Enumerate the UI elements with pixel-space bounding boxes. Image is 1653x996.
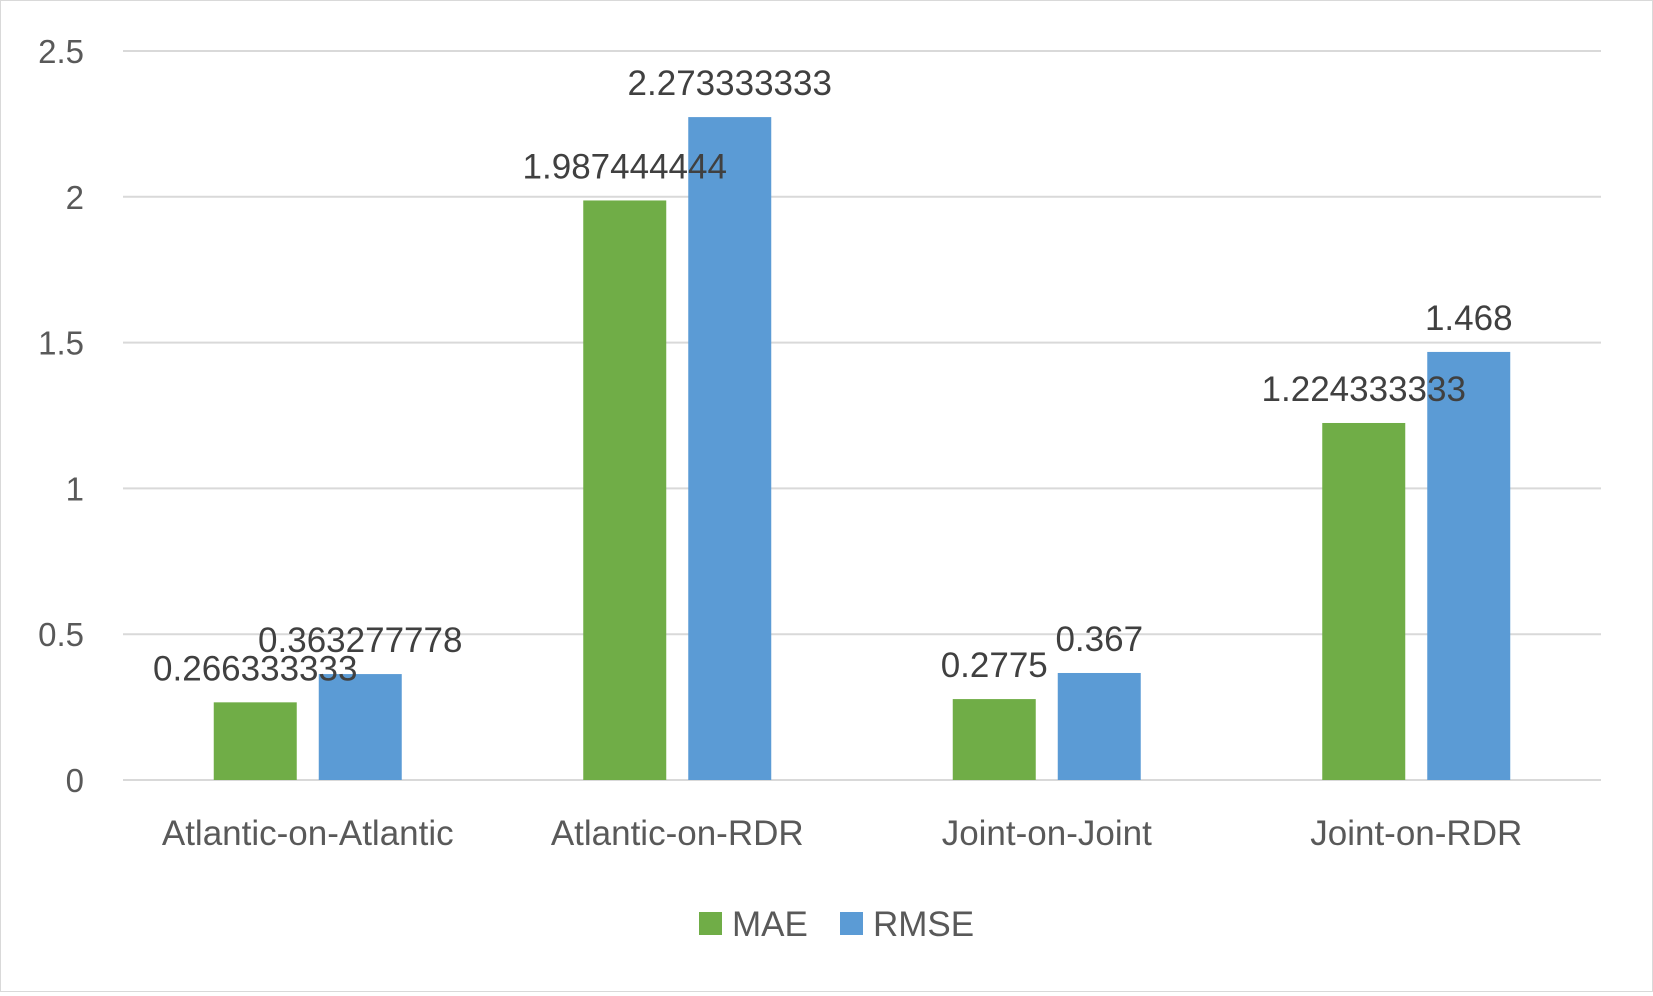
bar-rmse-0	[318, 674, 402, 780]
data-label-rmse-3: 1.468	[1425, 299, 1513, 338]
legend-swatch-mae	[699, 912, 722, 935]
x-category-label: Atlantic-on-Atlantic	[162, 814, 454, 853]
bar-rmse-3	[1427, 351, 1511, 780]
legend: MAE RMSE	[699, 905, 974, 944]
data-label-rmse-0: 0.363277778	[258, 621, 462, 660]
bar-mae-3	[1322, 422, 1406, 780]
y-tick-label: 2.5	[38, 33, 84, 70]
data-label-mae-1: 1.987444444	[523, 147, 727, 186]
legend-swatch-rmse	[840, 912, 863, 935]
x-category-label: Joint-on-RDR	[1310, 814, 1522, 853]
data-label-mae-3: 1.224333333	[1262, 370, 1466, 409]
data-label-rmse-2: 0.367	[1055, 620, 1143, 659]
bar-rmse-1	[688, 117, 772, 780]
data-label-mae-2: 0.2775	[941, 646, 1048, 685]
bar-mae-0	[213, 702, 297, 780]
y-tick-label: 0	[66, 762, 84, 799]
x-category-label: Joint-on-Joint	[942, 814, 1152, 853]
bars	[213, 117, 1511, 781]
y-tick-label: 0.5	[38, 616, 84, 653]
y-tick-label: 1	[66, 470, 84, 507]
x-axis-categories: Atlantic-on-Atlantic Atlantic-on-RDR Joint…	[162, 814, 1522, 853]
data-label-mae-0: 0.266333333	[153, 649, 357, 688]
bar-mae-1	[583, 200, 667, 781]
x-category-label: Atlantic-on-RDR	[551, 814, 804, 853]
y-tick-label: 2	[66, 179, 84, 216]
data-label-rmse-1: 2.273333333	[628, 64, 832, 103]
legend-label-rmse: RMSE	[873, 905, 974, 944]
y-tick-label: 1.5	[38, 325, 84, 362]
legend-label-mae: MAE	[732, 905, 808, 944]
bar-mae-2	[952, 699, 1036, 780]
y-axis-ticks: 0 0.5 1 1.5 2 2.5	[38, 33, 84, 799]
bar-rmse-2	[1057, 672, 1141, 780]
